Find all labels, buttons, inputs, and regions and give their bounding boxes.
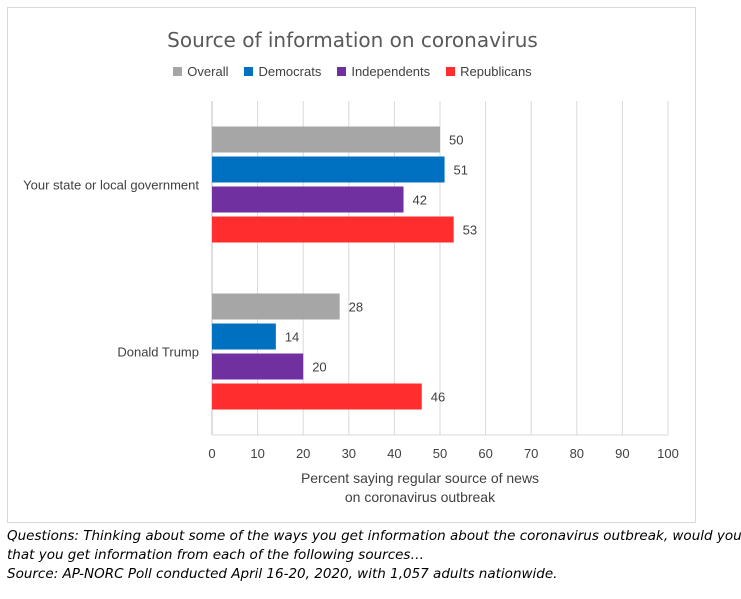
chart-frame: Source of information on coronavirus Ove… [7, 7, 696, 523]
data-label: 53 [463, 223, 477, 238]
bar [212, 156, 445, 183]
bar [212, 126, 440, 153]
legend-swatch-republicans [446, 67, 456, 76]
legend-swatch-independents [337, 67, 347, 76]
bar [212, 383, 422, 410]
bar [212, 323, 276, 350]
caption-question-line2: that you get information from each of th… [7, 547, 424, 563]
legend-item-independents: Independents [337, 64, 430, 79]
x-tick-label: 30 [342, 446, 356, 461]
legend-swatch-democrats [244, 67, 254, 76]
data-label: 46 [431, 390, 445, 405]
data-label: 20 [312, 360, 326, 375]
x-tick-label: 80 [570, 446, 584, 461]
bar-plot: 0 10 20 30 40 50 60 70 80 90 100 50 51 42 53 Your state… [23, 101, 679, 505]
data-label: 51 [454, 163, 468, 178]
legend-swatch-overall [173, 67, 183, 76]
x-tick-label: 100 [657, 446, 679, 461]
x-tick-label: 70 [524, 446, 538, 461]
bar [212, 216, 454, 243]
legend-item-overall: Overall [173, 64, 228, 79]
legend-label-republicans: Republicans [460, 64, 532, 79]
x-tick-label: 60 [478, 446, 492, 461]
x-tick-label: 40 [387, 446, 401, 461]
x-tick-label: 0 [208, 446, 215, 461]
x-axis-title: on coronavirus outbreak [345, 489, 496, 505]
data-label: 14 [285, 330, 299, 345]
caption-question-line1: Questions: Thinking about some of the wa… [7, 528, 741, 544]
bar [212, 293, 340, 320]
legend-label-overall: Overall [187, 64, 229, 79]
x-tick-label: 10 [250, 446, 264, 461]
caption: Questions: Thinking about some of the wa… [7, 527, 741, 584]
legend-item-republicans: Republicans [446, 64, 532, 79]
data-label: 50 [449, 133, 463, 148]
legend-label-independents: Independents [351, 64, 431, 79]
bar [212, 186, 404, 213]
data-label: 28 [349, 300, 363, 315]
chart-title: Source of information on coronavirus [167, 28, 538, 52]
legend: Overall Democrats Independents Republica… [8, 64, 697, 79]
data-label: 42 [413, 193, 427, 208]
category-label: Your state or local government [23, 178, 199, 193]
x-axis-title: Percent saying regular source of news [301, 470, 539, 486]
legend-item-democrats: Democrats [244, 64, 321, 79]
category-label: Donald Trump [117, 345, 199, 360]
x-tick-label: 90 [615, 446, 629, 461]
legend-label-democrats: Democrats [258, 64, 322, 79]
x-tick-label: 20 [296, 446, 310, 461]
bar [212, 353, 304, 380]
x-tick-label: 50 [433, 446, 447, 461]
caption-source: Source: AP-NORC Poll conducted April 16-… [7, 566, 558, 582]
